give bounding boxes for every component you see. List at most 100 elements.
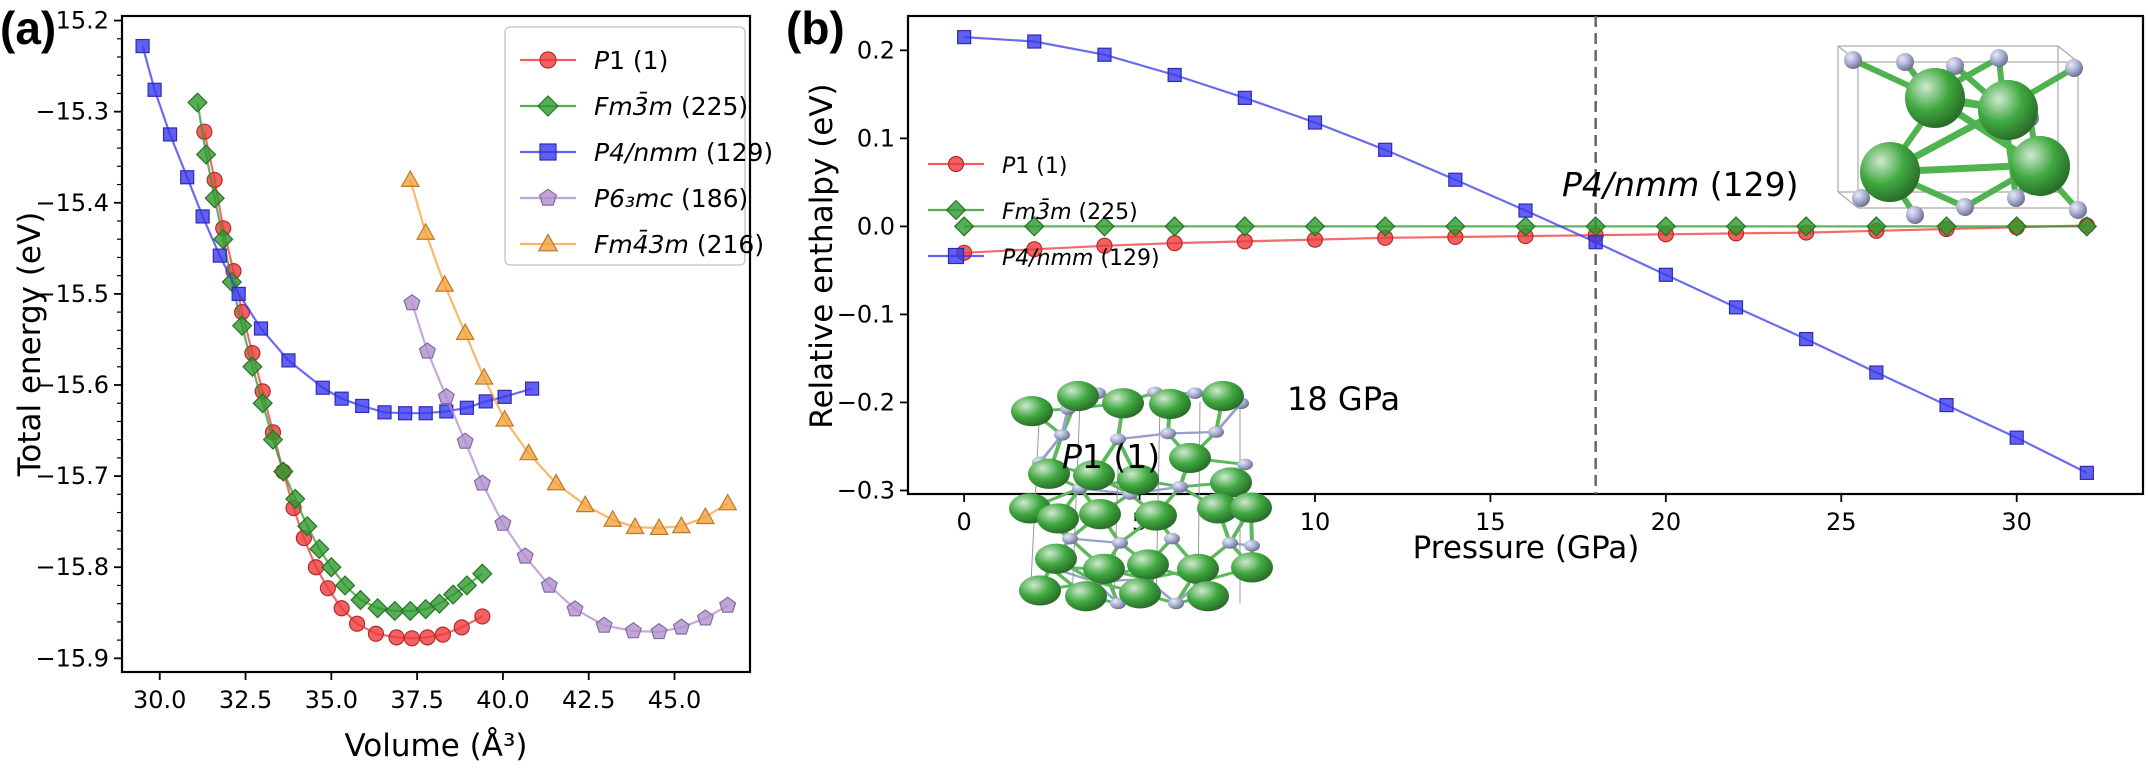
data-point-Fm3m [321,556,342,578]
panel-b: (b) 0510152025300.20.10.0−0.1−0.2−0.3 18… [786,2,2145,612]
metal-atom [1127,549,1169,580]
data-point-Fm3m [367,597,388,619]
nitrogen-atom [1990,49,2008,67]
metal-atom [1860,142,1920,202]
x-tick-label: 25 [1826,508,1857,536]
panel-a-y-axis-label: Total energy (eV) [12,212,48,478]
data-point-P4nmm [355,398,370,414]
panel-b-letter: (b) [786,2,845,54]
data-point-P1 [367,625,385,642]
data-point-Fm3m [2076,216,2098,237]
legend-marker-P1 [947,155,965,173]
metal-atom [1019,575,1061,606]
data-point-P4nmm [334,391,349,406]
data-point-P4nmm [1939,397,1954,413]
x-tick-label: 30.0 [133,686,186,714]
metal-atom [1079,498,1121,530]
data-point-Fm3m [350,589,371,611]
data-point-P63mc [696,609,714,626]
y-tick-label: −0.2 [837,388,895,416]
nitrogen-atom [1844,51,1862,69]
nitrogen-atom [1222,537,1238,549]
x-tick-label: 20 [1651,508,1682,536]
metal-atom [1073,460,1115,491]
data-point-P63mc [437,387,455,405]
data-point-F43m [455,322,475,341]
data-point-P4nmm [315,380,330,395]
legend-marker-P63mc [538,188,558,206]
data-point-P4nmm [2079,465,2094,480]
legend-marker-Fm3m [945,199,967,221]
data-point-P4nmm [478,394,493,409]
nitrogen-atom [1208,426,1224,438]
metal-atom [1905,68,1965,128]
bond [1166,430,1218,435]
nitrogen-atom [1906,206,1924,224]
data-point-F43m [625,516,645,535]
nitrogen-atom [1237,458,1253,471]
x-tick-label: 37.5 [390,686,443,714]
x-tick-label: 35.0 [305,686,358,714]
cell-edge [1837,191,1859,209]
data-point-P4nmm [1378,142,1393,157]
data-point-Fm3m [400,600,421,622]
data-point-Fm3m [1866,216,1887,237]
series-line-Fm3m [196,102,483,613]
data-point-P1 [434,626,451,643]
data-point-Fm3m [1234,216,1256,237]
data-point-P1 [196,123,213,140]
data-point-P63mc [418,342,436,359]
data-point-Fm3m [1374,216,1396,237]
legend-label-F43m: Fm4̄3m (216) [594,229,764,259]
data-point-P1 [453,619,470,636]
data-point-P4nmm [1588,235,1603,250]
data-point-Fm3m [442,584,464,605]
data-point-Fm3m [252,392,273,414]
y-tick-label: 0.2 [857,36,895,64]
data-point-Fm3m [231,315,253,337]
data-point-Fm3m [429,593,450,614]
data-point-P4nmm [398,406,413,421]
panel-b-series [953,30,2098,480]
legend-marker-F43m [537,233,559,252]
metal-atom [1197,493,1239,524]
data-point-Fm3m [1515,216,1536,237]
nitrogen-atom [1062,532,1078,545]
data-point-Fm3m [1094,216,1115,237]
data-point-F43m [695,506,716,525]
data-point-P4nmm [2009,430,2024,445]
panel-a-series [135,38,738,647]
data-point-P63mc [672,618,690,635]
metal-atom [1028,458,1070,489]
legend-marker-P4nmm [947,247,965,265]
data-point-Fm3m [2006,216,2027,237]
data-point-P63mc [473,474,491,491]
y-tick-label: −0.3 [837,476,895,504]
data-point-P4nmm [1658,267,1673,282]
data-point-P4nmm [147,82,162,97]
metal-atom [1210,467,1252,498]
data-point-Fm3m [309,538,330,560]
data-point-P4nmm [253,321,269,336]
panel-b-ticks: 0510152025300.20.10.0−0.1−0.2−0.3 [837,36,2032,536]
metal-atom [1135,500,1177,531]
data-point-P4nmm [1728,300,1744,315]
p1-structure-label-italic: P [1062,437,1082,476]
data-point-P4nmm [212,248,227,263]
data-point-P1 [319,580,337,597]
data-point-P4nmm [377,405,392,420]
data-point-Fm3m [1445,216,1466,237]
x-tick-label: 42.5 [562,686,615,714]
legend-label-Fm3m: Fm3̄m (225) [594,91,748,121]
nitrogen-atom [1112,537,1128,549]
y-tick-label: −15.8 [35,553,109,581]
data-point-P4nmm [281,353,296,368]
nitrogen-atom [2069,201,2087,219]
metal-atom [1102,388,1144,419]
x-tick-label: 15 [1475,508,1506,536]
data-point-P4nmm [1237,90,1252,105]
y-tick-label: 15.2 [56,7,109,35]
y-tick-label: −15.9 [35,644,109,672]
panel-b-x-axis-label: Pressure (GPa) [1413,530,1640,566]
panel-b-y-axis-label: Relative enthalpy (eV) [804,83,840,428]
